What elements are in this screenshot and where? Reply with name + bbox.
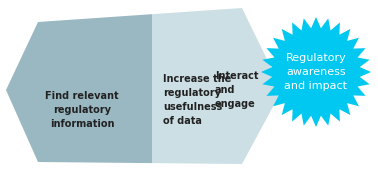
Text: Find relevant
regulatory
information: Find relevant regulatory information — [45, 91, 119, 129]
Polygon shape — [152, 8, 282, 164]
Text: Regulatory
awareness
and impact: Regulatory awareness and impact — [285, 53, 347, 91]
Text: Interact
and
engage: Interact and engage — [215, 71, 259, 109]
Polygon shape — [261, 17, 371, 127]
Polygon shape — [6, 14, 152, 163]
Text: Increase the
regulatory
usefulness
of data: Increase the regulatory usefulness of da… — [163, 74, 231, 126]
